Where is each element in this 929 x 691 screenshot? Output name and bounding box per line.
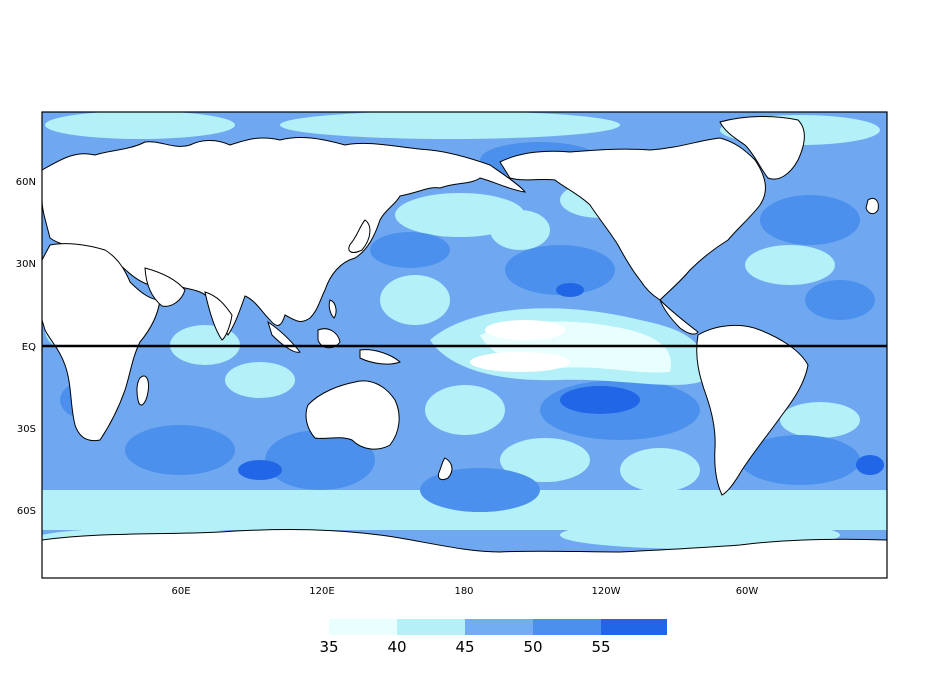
colorbar-label: 35 <box>319 638 338 656</box>
borneo-land <box>317 328 341 349</box>
colorbar: 35 40 45 50 55 <box>319 619 667 656</box>
colorbar-label: 50 <box>523 638 542 656</box>
north-america-land <box>499 137 766 301</box>
colorbar-bin <box>533 619 601 635</box>
lon-tick-label: 60W <box>736 586 759 597</box>
australia-land <box>305 380 400 450</box>
lon-tick-label: 120W <box>592 586 621 597</box>
madagascar-land <box>136 375 149 406</box>
map-frame <box>41 111 888 579</box>
ocean-field-high <box>60 142 884 512</box>
lat-tick-label: 30S <box>17 424 36 435</box>
lat-tick-label: EQ <box>22 342 36 353</box>
colorbar-bin <box>465 619 533 635</box>
colorbar-label: 40 <box>387 638 406 656</box>
antarctica-land <box>42 529 887 578</box>
lon-tick-label: 60E <box>171 586 190 597</box>
japan-land <box>348 219 371 253</box>
colorbar-label: 55 <box>591 638 610 656</box>
sumatra-land <box>267 320 301 353</box>
philippines-land <box>328 299 337 319</box>
land-masses <box>42 115 887 578</box>
uk-land <box>865 197 879 215</box>
central-america-land <box>659 299 699 335</box>
south-america-land <box>696 325 809 496</box>
colorbar-bin <box>397 619 465 635</box>
colorbar-bin <box>329 619 397 635</box>
lon-axis: 60E 120E 180 120W 60W <box>171 586 758 597</box>
greenland-land <box>719 115 805 180</box>
lat-tick-label: 60S <box>17 506 36 517</box>
map-plot-area <box>42 112 887 578</box>
colorbar-bin <box>601 619 667 635</box>
arabia-land <box>144 267 186 307</box>
ocean-field-patches <box>42 112 887 552</box>
india-land <box>204 291 233 341</box>
lat-axis: 60N 30N EQ 30S 60S <box>16 177 36 517</box>
lon-tick-label: 180 <box>454 586 473 597</box>
lat-tick-label: 60N <box>16 177 36 188</box>
lat-tick-label: 30N <box>16 259 36 270</box>
colorbar-label: 45 <box>455 638 474 656</box>
africa-land <box>42 243 161 442</box>
new-zealand-land <box>437 457 453 481</box>
lon-tick-label: 120E <box>309 586 334 597</box>
new-guinea-land <box>359 349 401 365</box>
